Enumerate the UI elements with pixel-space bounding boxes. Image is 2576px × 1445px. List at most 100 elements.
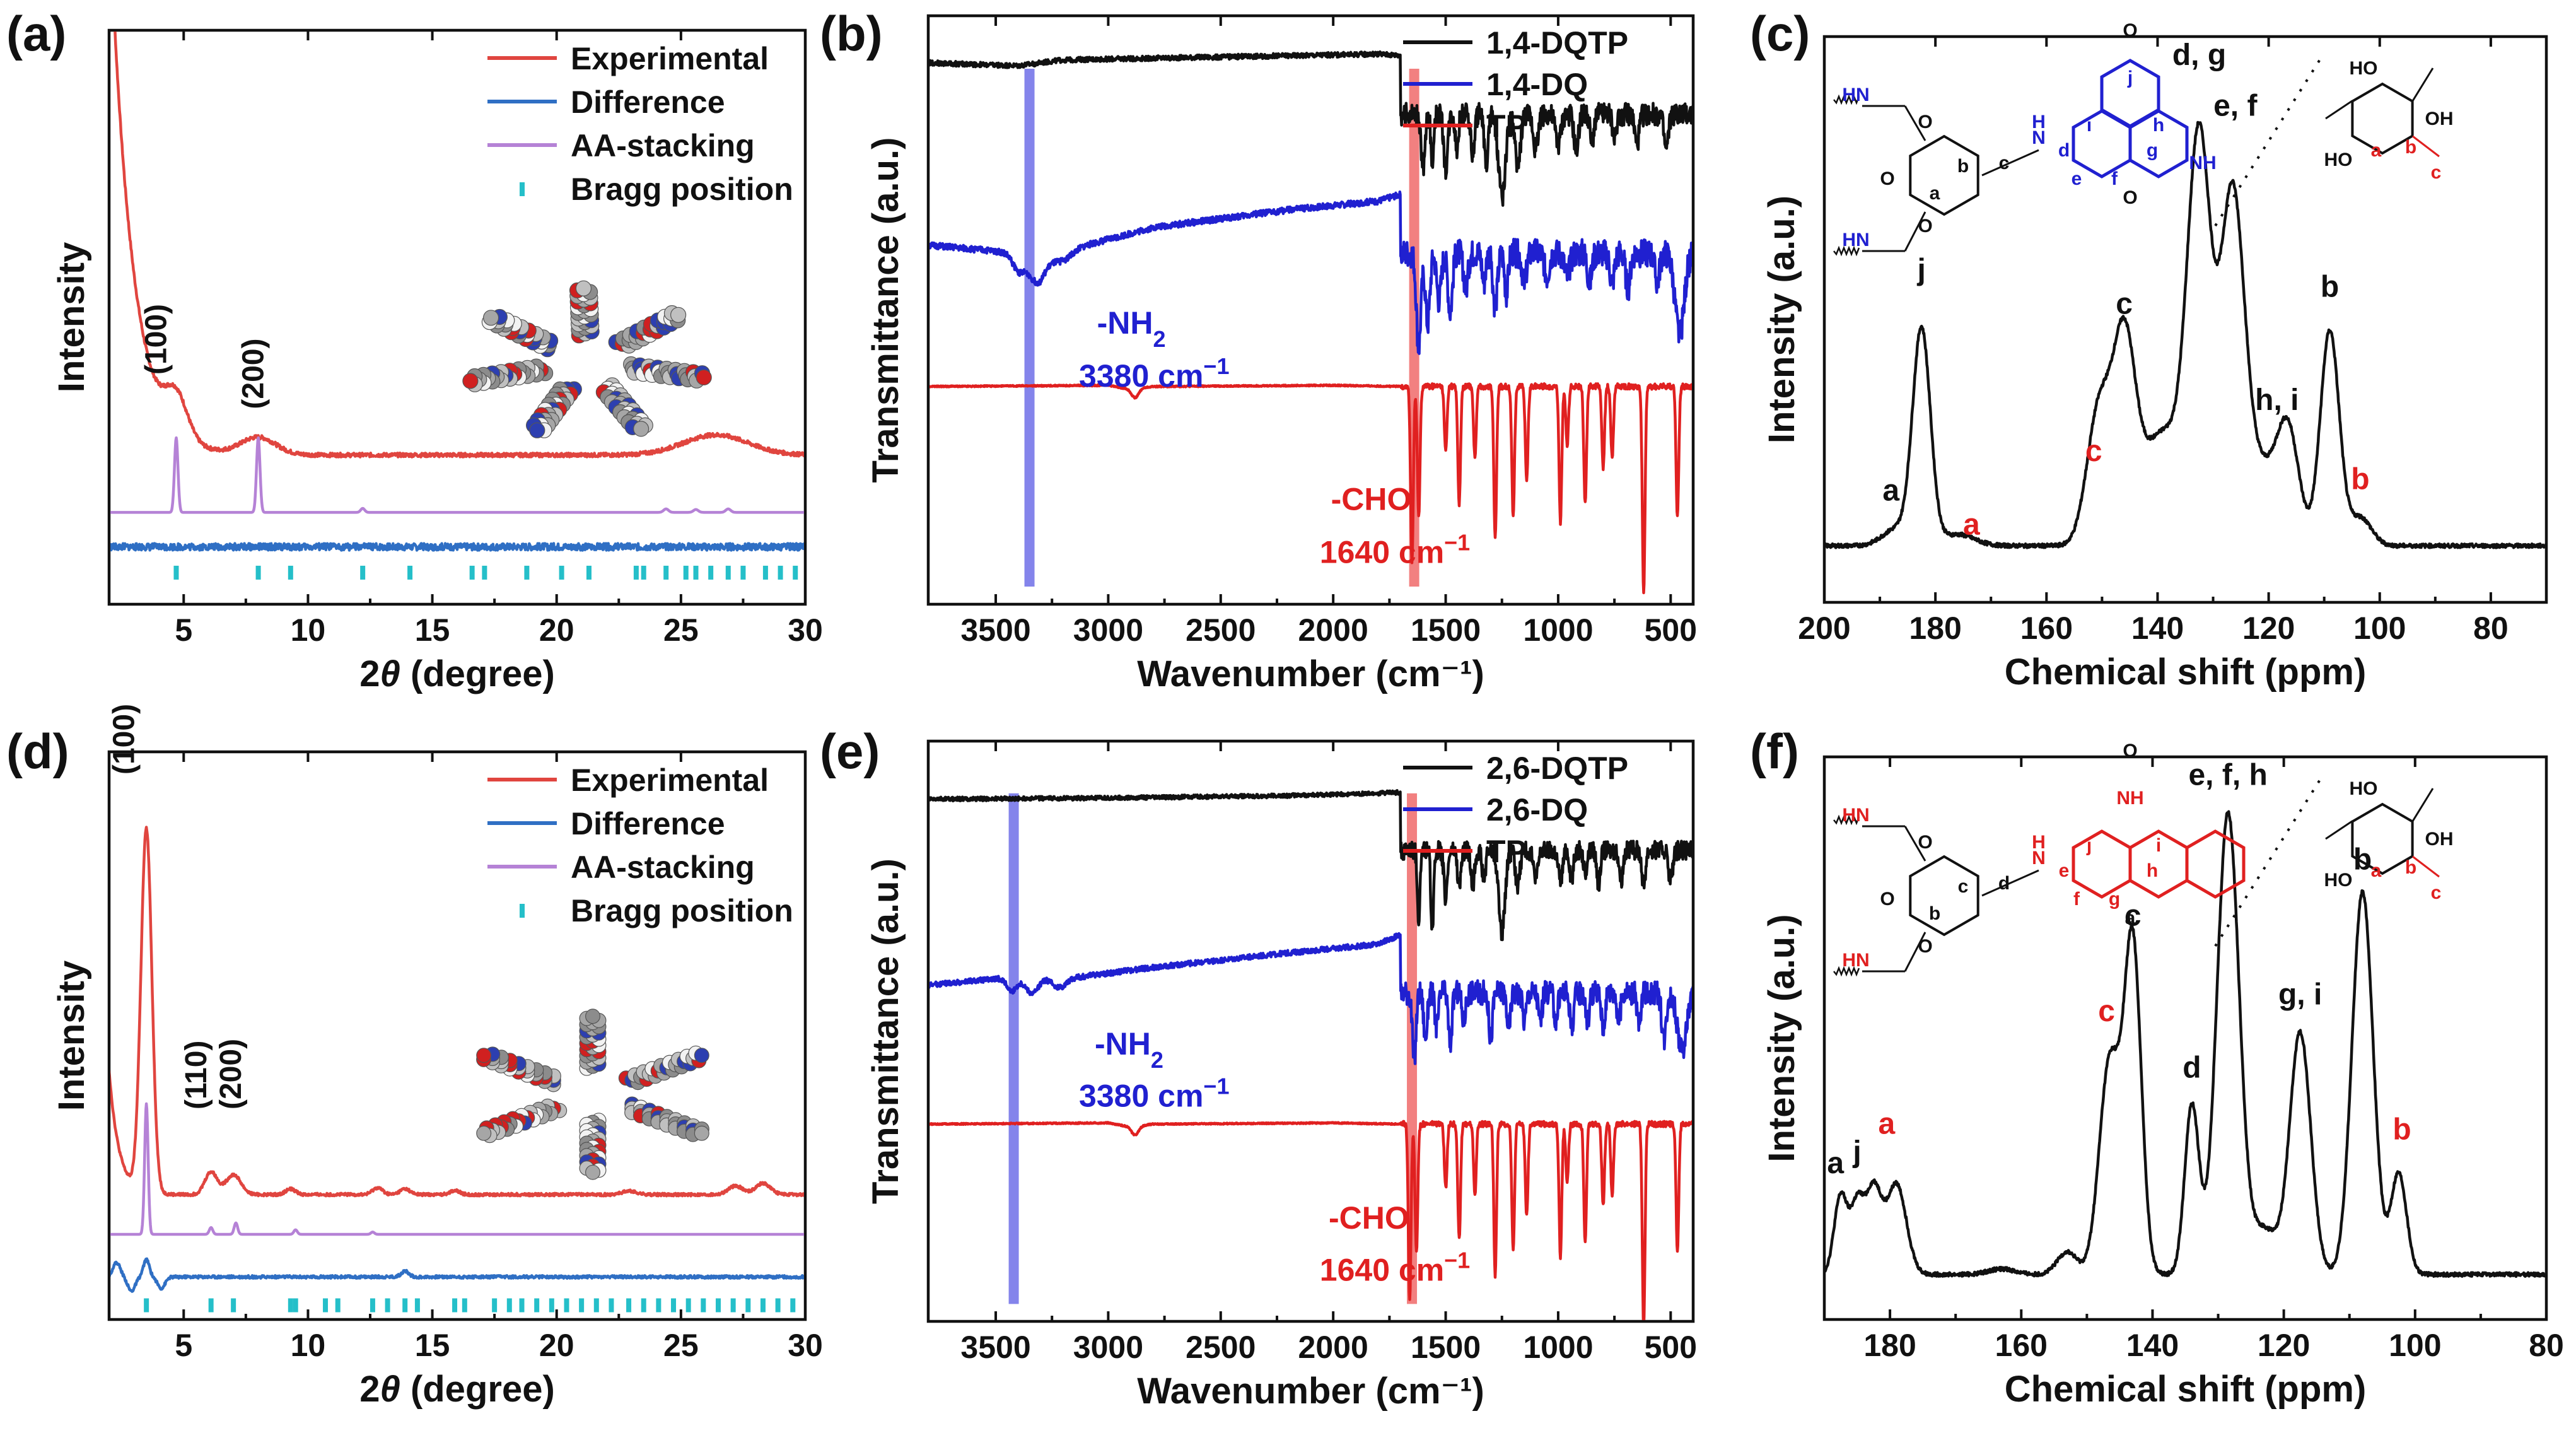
atom-label: h	[2153, 115, 2164, 136]
y-axis-title: Transmittance (a.u.)	[865, 858, 906, 1204]
atom-label: g	[2147, 140, 2158, 161]
x-tick-label: 15	[415, 1328, 450, 1363]
bragg-position-mark	[593, 1298, 599, 1313]
atom-label: b	[1957, 156, 1969, 177]
atom-label: a	[1930, 183, 1940, 204]
panel-label: (a)	[6, 6, 66, 61]
x-tick-label: 140	[2131, 611, 2184, 646]
bragg-position-mark	[716, 1298, 721, 1313]
x-tick-label: 20	[539, 1328, 574, 1363]
text-part: 2	[1151, 1046, 1163, 1072]
x-tick-label: 500	[1645, 612, 1697, 648]
atom-label: e	[2072, 168, 2082, 189]
text-part: θ	[380, 1369, 400, 1410]
atom-sphere	[585, 1009, 600, 1024]
bragg-position-mark	[693, 565, 699, 580]
x-tick-label: 10	[291, 1328, 326, 1363]
x-tick-label: 80	[2473, 611, 2509, 646]
text-part: 3380 cm	[1079, 1079, 1203, 1114]
x-tick-label: 1000	[1523, 612, 1593, 648]
series-2-6-dqtp	[930, 789, 1692, 942]
bragg-position-mark	[579, 1298, 585, 1313]
band-highlight	[1024, 68, 1035, 587]
bragg-position-mark	[173, 565, 179, 580]
text-part: −1	[1203, 1073, 1229, 1099]
legend-label: AA-stacking	[571, 128, 755, 163]
atom-sphere	[585, 1164, 600, 1180]
atom-sphere	[632, 421, 650, 437]
atom-label: b	[1929, 903, 1940, 924]
core-ring-icon	[1909, 855, 1979, 937]
plot-frame	[107, 28, 807, 606]
atom-label: g	[2109, 889, 2120, 910]
text-part: -NH	[1095, 1026, 1151, 1062]
atom-sphere	[575, 280, 592, 296]
text-part: -NH	[1097, 305, 1153, 341]
atom-label: HN	[1842, 805, 1869, 826]
x-tick-label: 10	[291, 612, 326, 648]
text-part: −1	[1444, 529, 1470, 555]
atom-label: j	[2127, 67, 2133, 88]
bragg-position-mark	[208, 1298, 214, 1313]
bond-line	[1981, 869, 2039, 897]
atom-sphere	[694, 1048, 709, 1063]
bond-line	[2325, 100, 2353, 120]
peak-label: (100)	[107, 704, 141, 775]
bond-line	[2412, 855, 2440, 878]
panel-e: 3500 3000 2500 2000 1500 1000 500 Wavenumber (c…	[820, 723, 1697, 1412]
bragg-position-mark	[414, 1298, 420, 1313]
legend-label: Experimental	[571, 41, 769, 76]
atom-label: a	[2371, 860, 2382, 881]
panel-c: 200 180 160 140 120 100 80 Chemical shift (ppm)…	[1750, 6, 2548, 693]
x-tick-label: 30	[788, 612, 823, 648]
wavy-bond-icon	[1833, 94, 1860, 105]
atom-label: HO	[2324, 149, 2353, 170]
x-axis-title: Wavenumber (cm⁻¹)	[1137, 1371, 1484, 1412]
atom-label: HO	[2350, 778, 2378, 799]
peak-assignment-label: a	[1963, 508, 1980, 541]
atom-label: OH	[2425, 108, 2454, 129]
legend-bragg-marker	[520, 904, 525, 918]
text-part: 2	[359, 1369, 380, 1410]
atom-label: d	[1998, 873, 2010, 894]
series-difference	[110, 1257, 804, 1293]
legend-label: 1,4-DQTP	[1486, 25, 1628, 61]
panel-label: (b)	[820, 6, 883, 61]
x-axis-title: Wavenumber (cm⁻¹)	[1137, 653, 1484, 694]
bragg-position-mark	[407, 565, 413, 580]
peak-label: (110)	[180, 1041, 213, 1109]
bragg-position-mark	[492, 1298, 498, 1313]
peak-assignment-label: a	[1827, 1147, 1844, 1180]
bond-line	[2412, 135, 2440, 158]
band-annotation: 1640 cm−1	[1320, 1247, 1470, 1288]
legend-label: Difference	[571, 85, 725, 120]
series-difference	[110, 542, 804, 552]
series-1-4-dq	[930, 190, 1692, 355]
x-tick-label: 180	[1909, 611, 1961, 646]
linker-ring-icon	[2185, 829, 2246, 899]
atom-label: c	[1958, 876, 1969, 897]
atom-label: c	[2431, 882, 2442, 903]
text-part: 1640 cm	[1320, 535, 1444, 570]
atom-label: e	[2059, 860, 2070, 881]
text-part: 2	[359, 653, 380, 694]
atom-label: O	[2123, 187, 2137, 208]
x-tick-label: 1000	[1523, 1330, 1593, 1365]
atom-label: h	[2147, 860, 2158, 881]
x-tick-label: 2500	[1186, 1330, 1256, 1365]
peak-assignment-label: j	[1852, 1135, 1861, 1169]
atom-sphere	[670, 307, 687, 323]
plot-area	[1826, 810, 2545, 1278]
x-tick-label: 180	[1863, 1328, 1916, 1363]
atom-sphere	[482, 310, 499, 326]
peak-label: (200)	[236, 339, 270, 409]
text-part: 3380 cm	[1079, 358, 1203, 394]
atom-label: i	[2087, 115, 2092, 136]
bragg-position-mark	[663, 565, 669, 580]
legend-label: Difference	[571, 806, 725, 841]
panel-d: 5 10 15 20 25 30 2θ (degree) Intensity (d) (100) (…	[6, 704, 823, 1410]
plot-area	[930, 789, 1692, 1320]
series-experimental	[114, 32, 804, 459]
peak-assignment-label: c	[2116, 288, 2133, 321]
peak-assignment-label: d	[2183, 1051, 2201, 1084]
